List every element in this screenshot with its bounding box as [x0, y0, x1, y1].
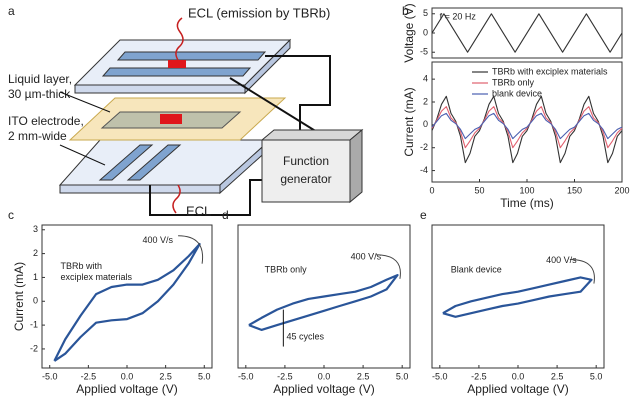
x-axis-label: Applied voltage (V): [467, 382, 568, 396]
annotation: TBRb only: [265, 265, 308, 275]
y-tick-label: 0: [423, 27, 428, 37]
generator-label: generator: [280, 172, 331, 186]
y-tick-label: 1: [33, 272, 38, 282]
x-tick-label: 0.0: [512, 371, 525, 381]
legend-label: TBRb only: [492, 77, 535, 87]
x-tick-label: -2.5: [471, 371, 487, 381]
x-tick-label: 0: [429, 185, 434, 195]
emission-spot: [168, 60, 186, 68]
ito-label: ITO electrode,: [8, 114, 84, 128]
generator-box: [261, 139, 351, 203]
bottom-plate-edge: [59, 184, 221, 194]
y-axis-label: Current (mA): [12, 262, 26, 331]
x-tick-label: 100: [519, 185, 534, 195]
emission-arrow: [175, 17, 184, 61]
wire: [265, 55, 331, 150]
panel-label: c: [8, 208, 14, 222]
panel-label: e: [420, 208, 427, 222]
electrode: [98, 144, 154, 181]
ecl-bottom-label: ECL: [186, 203, 211, 218]
y-tick-label: 3: [33, 224, 38, 234]
device-diagram: a Function generator ECL (emission by TB…: [8, 4, 364, 218]
panel-label: b: [402, 4, 409, 18]
pointer: [59, 91, 111, 113]
x-tick-label: 0.0: [318, 371, 331, 381]
direction-arrow: [178, 235, 204, 264]
emission-spot: [160, 114, 182, 124]
x-tick-label: 50: [474, 185, 484, 195]
annotation: f = 20 Hz: [440, 12, 477, 22]
bottom-plate: [58, 139, 272, 186]
x-tick-label: -5.0: [42, 371, 58, 381]
x-tick-label: 0.0: [121, 371, 134, 381]
x-tick-label: -2.5: [81, 371, 97, 381]
x-axis-label: Applied voltage (V): [273, 382, 374, 396]
y-tick-label: 5: [423, 8, 428, 18]
direction-arrow: [375, 254, 401, 279]
data-line: [442, 276, 593, 318]
data-line: [431, 112, 623, 140]
x-axis-label: Applied voltage (V): [76, 382, 177, 396]
plot-frame: [41, 224, 213, 369]
y-axis-label: Voltage (V): [402, 3, 416, 62]
x-tick-label: -5.0: [432, 371, 448, 381]
generator-side: [349, 128, 363, 204]
x-tick-label: -5.0: [238, 371, 254, 381]
top-plate-edge: [74, 84, 246, 94]
electrode: [101, 67, 252, 77]
x-tick-label: 5.0: [198, 371, 211, 381]
direction-arrow: [569, 259, 595, 284]
generator-top: [260, 129, 364, 141]
liquid-label: 30 µm-thick: [8, 87, 71, 101]
plot-frame: [431, 224, 605, 369]
x-tick-label: 200: [614, 185, 629, 195]
panel-label: a: [8, 4, 15, 18]
x-tick-label: 2.5: [357, 371, 370, 381]
liquid-label: Liquid layer,: [8, 72, 72, 86]
x-tick-label: 5.0: [396, 371, 409, 381]
legend-label: TBRb with exciplex materials: [492, 66, 608, 76]
y-tick-label: -2: [30, 343, 38, 353]
annotation: exciplex materials: [61, 272, 133, 282]
wire: [149, 179, 262, 216]
data-line: [431, 95, 623, 164]
x-tick-label: 5.0: [590, 371, 603, 381]
y-tick-label: -2: [420, 142, 428, 152]
data-line: [431, 106, 623, 149]
y-tick-label: 0: [33, 296, 38, 306]
legend-label: blank device: [492, 88, 542, 98]
y-tick-label: -1: [30, 319, 38, 329]
panel-label: d: [222, 208, 229, 222]
y-tick-label: 2: [33, 248, 38, 258]
x-tick-label: 2.5: [551, 371, 564, 381]
y-tick-label: -5: [420, 47, 428, 57]
generator-label: Function: [283, 154, 329, 168]
annotation: 400 V/s: [142, 235, 173, 245]
ito-label: 2 mm-wide: [8, 129, 67, 143]
annotation: 400 V/s: [351, 252, 382, 262]
annotation: TBRb with: [61, 261, 103, 271]
annotation: 45 cycles: [286, 331, 324, 341]
y-tick-label: -4: [420, 165, 428, 175]
electrode: [126, 144, 182, 181]
x-axis-label: Time (ms): [500, 196, 554, 210]
x-tick-label: -2.5: [277, 371, 293, 381]
x-tick-label: 150: [567, 185, 582, 195]
annotation: 400 V/s: [546, 255, 577, 265]
electrode: [116, 51, 267, 61]
ecl-top-label: ECL (emission by TBRb): [188, 5, 330, 20]
emission-arrow: [172, 184, 181, 214]
y-tick-label: 0: [423, 119, 428, 129]
data-line: [248, 274, 399, 331]
x-tick-label: 2.5: [159, 371, 172, 381]
y-tick-label: 4: [423, 74, 428, 84]
pointer: [59, 144, 106, 166]
y-tick-label: 2: [423, 96, 428, 106]
annotation: Blank device: [451, 265, 502, 275]
y-axis-label: Current (mA): [402, 87, 416, 156]
data-line: [431, 13, 623, 53]
